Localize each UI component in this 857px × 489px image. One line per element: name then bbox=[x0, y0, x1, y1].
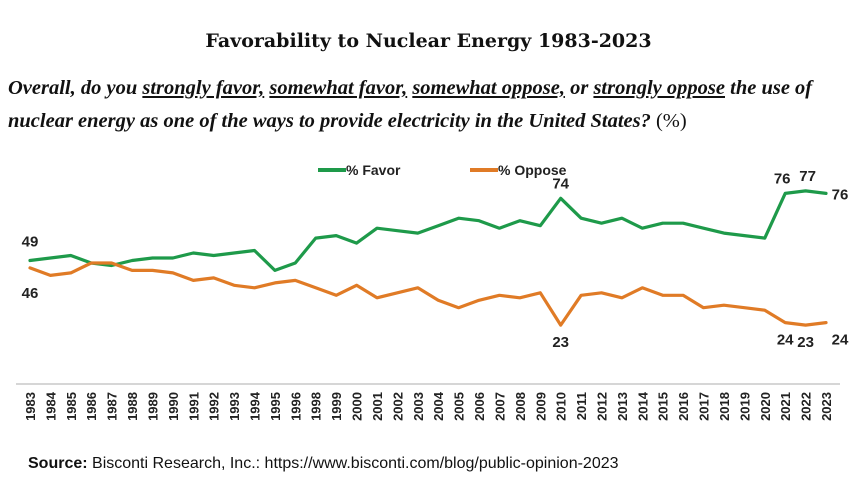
x-tick-label-1998: 1998 bbox=[309, 392, 324, 421]
x-tick-label-2021: 2021 bbox=[778, 392, 793, 421]
chart-legend: % Favor % Oppose bbox=[318, 162, 567, 178]
x-tick-label-1995: 1995 bbox=[268, 392, 283, 421]
x-tick-label-2012: 2012 bbox=[595, 392, 610, 421]
x-tick-label-2019: 2019 bbox=[737, 392, 752, 421]
question-percent-unit: (%) bbox=[655, 110, 687, 132]
x-tick-label-2003: 2003 bbox=[411, 392, 426, 421]
question-text-1: Overall, do you bbox=[8, 77, 143, 99]
series-line-oppose bbox=[28, 261, 828, 327]
x-tick-label-1989: 1989 bbox=[146, 392, 161, 421]
x-tick-label-1984: 1984 bbox=[43, 391, 58, 421]
x-tick-label-1988: 1988 bbox=[125, 392, 140, 421]
x-tick-label-1991: 1991 bbox=[186, 392, 201, 421]
x-tick-label-2005: 2005 bbox=[452, 392, 467, 421]
chart-series-layer bbox=[28, 189, 828, 327]
data-label-oppose-2022: 23 bbox=[797, 334, 814, 351]
x-tick-label-1986: 1986 bbox=[84, 392, 99, 421]
x-tick-label-2001: 2001 bbox=[370, 392, 385, 421]
x-tick-label-2015: 2015 bbox=[656, 392, 671, 421]
x-tick-label-2010: 2010 bbox=[554, 392, 569, 421]
x-tick-label-1985: 1985 bbox=[64, 392, 79, 421]
data-label-favor-1983: 49 bbox=[22, 234, 39, 251]
data-label-oppose-2021: 24 bbox=[777, 332, 794, 349]
source-label: Source: bbox=[28, 455, 88, 472]
data-label-favor-2022: 77 bbox=[799, 168, 816, 185]
x-tick-label-1987: 1987 bbox=[105, 392, 120, 421]
x-tick-label-2007: 2007 bbox=[492, 392, 507, 421]
legend-label-oppose: % Oppose bbox=[498, 162, 567, 178]
x-tick-label-2018: 2018 bbox=[717, 392, 732, 421]
x-tick-label-2011: 2011 bbox=[574, 392, 589, 420]
question-text-4: or bbox=[564, 77, 594, 99]
x-tick-label-2016: 2016 bbox=[676, 392, 691, 421]
x-tick-label-1994: 1994 bbox=[248, 391, 263, 421]
x-tick-label-1996: 1996 bbox=[288, 392, 303, 421]
data-label-oppose-1983: 46 bbox=[22, 285, 39, 302]
data-label-favor-2010: 74 bbox=[552, 175, 569, 192]
survey-question: Overall, do you strongly favor, somewhat… bbox=[8, 72, 853, 138]
data-label-favor-2021: 76 bbox=[774, 170, 791, 187]
x-tick-label-2017: 2017 bbox=[697, 392, 712, 421]
x-tick-label-1992: 1992 bbox=[207, 392, 222, 421]
option-strongly-favor: strongly favor, bbox=[142, 77, 265, 99]
x-tick-label-2022: 2022 bbox=[799, 392, 814, 421]
x-tick-label-2002: 2002 bbox=[390, 392, 405, 421]
x-tick-label-1983: 1983 bbox=[23, 392, 38, 421]
option-strongly-oppose: strongly oppose bbox=[593, 77, 725, 99]
source-note: Source: Bisconti Research, Inc.: https:/… bbox=[28, 455, 619, 473]
x-tick-label-2023: 2023 bbox=[819, 392, 834, 421]
x-tick-label-1990: 1990 bbox=[166, 392, 181, 421]
option-somewhat-favor: somewhat favor, bbox=[269, 77, 408, 99]
x-tick-label-2008: 2008 bbox=[513, 392, 528, 421]
x-tick-label-2000: 2000 bbox=[350, 392, 365, 421]
series-line-favor bbox=[28, 189, 828, 272]
x-tick-label-2020: 2020 bbox=[758, 392, 773, 421]
x-tick-label-1993: 1993 bbox=[227, 392, 242, 421]
data-label-oppose-2010: 23 bbox=[552, 334, 569, 351]
x-tick-label-2004: 2004 bbox=[431, 391, 446, 421]
x-tick-label-2013: 2013 bbox=[615, 392, 630, 421]
x-tick-label-1999: 1999 bbox=[329, 392, 344, 421]
option-somewhat-oppose: somewhat oppose, bbox=[412, 77, 565, 99]
x-tick-label-2009: 2009 bbox=[533, 392, 548, 421]
data-label-favor-2023: 76 bbox=[832, 186, 849, 203]
legend-label-favor: % Favor bbox=[346, 162, 401, 178]
question-text-5: the use of nuclear energy as one of the … bbox=[8, 77, 813, 132]
x-axis-tick-labels: 1983 1984 1985 1986 1987 1988 1989 1990 1991 1992… bbox=[23, 391, 834, 421]
chart-title: Favorability to Nuclear Energy 1983-2023 bbox=[205, 30, 652, 52]
data-label-oppose-2023: 24 bbox=[832, 332, 849, 349]
source-text: Bisconti Research, Inc.: https://www.bis… bbox=[87, 455, 619, 472]
x-tick-label-2006: 2006 bbox=[472, 392, 487, 421]
x-tick-label-2014: 2014 bbox=[635, 391, 650, 421]
